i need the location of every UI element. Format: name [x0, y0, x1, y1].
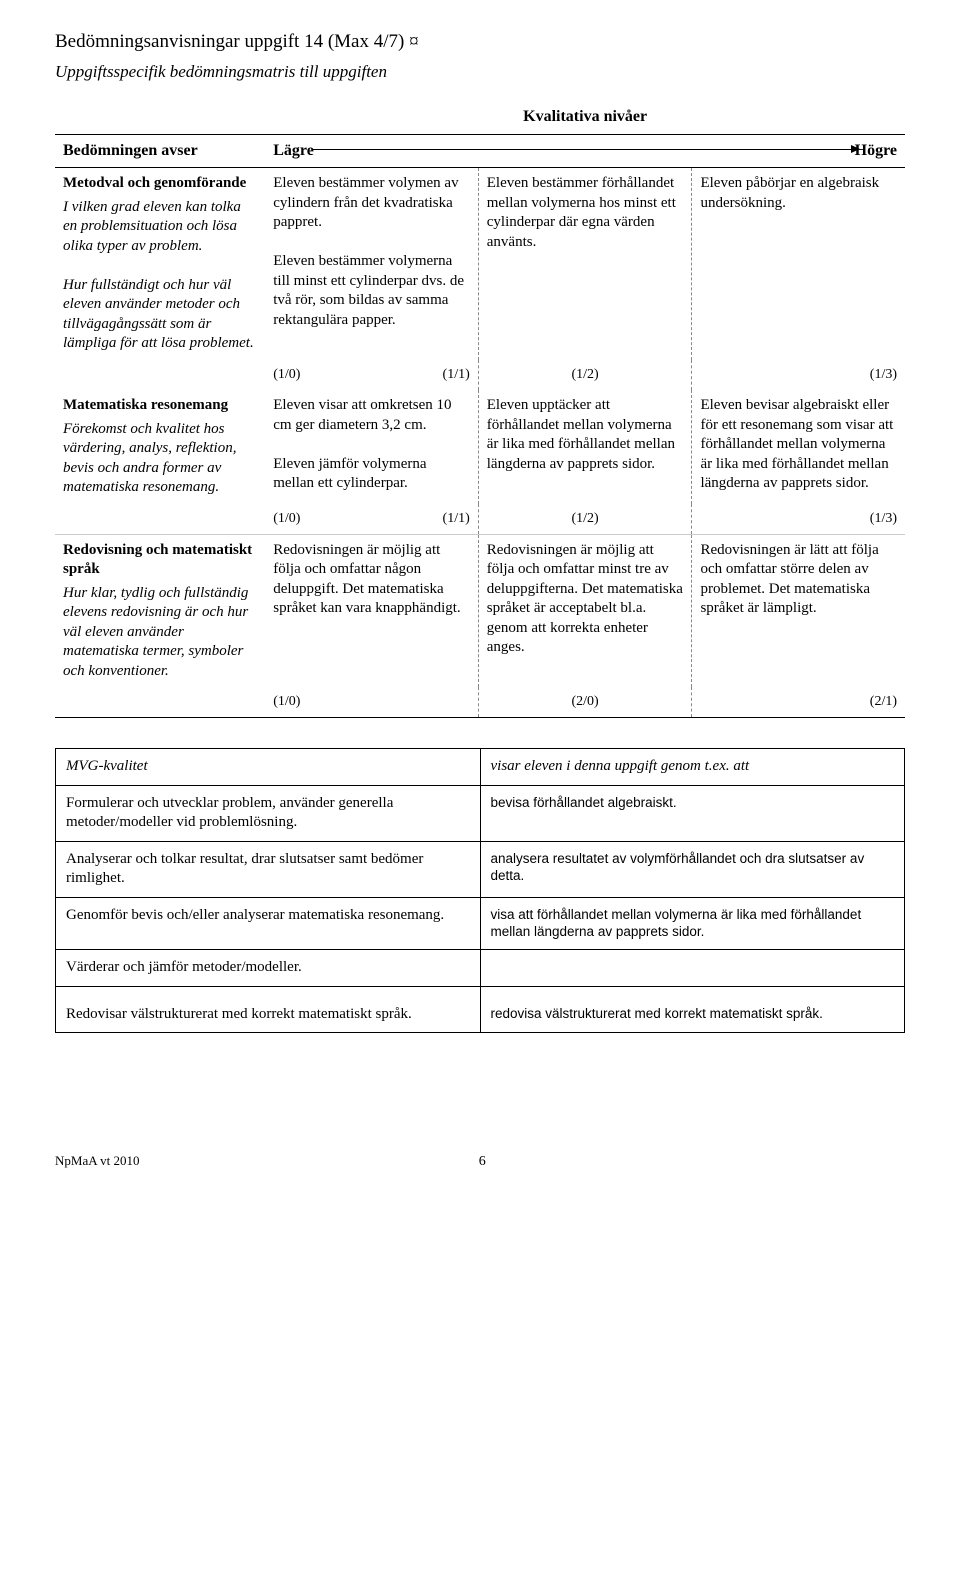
level-cell: Eleven bevisar algebraiskt eller för ett…: [692, 390, 905, 504]
mvg-right: bevisa förhållandet algebraiskt.: [480, 785, 905, 841]
score-row: (1/0) (2/0) (2/1): [55, 687, 905, 718]
page-footer: NpMaA vt 2010 6: [55, 1153, 905, 1171]
mvg-row: Redovisar välstrukturerat med korrekt ma…: [56, 986, 905, 1033]
table-row: Matematiska resonemang Förekomst och kva…: [55, 390, 905, 504]
mvg-table: MVG-kvalitet visar eleven i denna uppgif…: [55, 748, 905, 1033]
page-subtitle: Uppgiftsspecifik bedömningsmatris till u…: [55, 61, 905, 83]
score: (2/0): [478, 687, 692, 718]
row-label: Metodval och genomförande I vilken grad …: [55, 168, 265, 360]
mvg-right: redovisa välstrukturerat med korrekt mat…: [480, 986, 905, 1033]
score: (1/3): [692, 360, 905, 390]
level-cell: Eleven påbörjar en algebraisk undersökni…: [692, 168, 905, 360]
page-title: Bedömningsanvisningar uppgift 14 (Max 4/…: [55, 30, 905, 55]
score: (1/0): [273, 366, 300, 384]
level-cell: Redovisningen är möjlig att följa och om…: [478, 534, 692, 687]
mvg-left: Redovisar välstrukturerat med korrekt ma…: [56, 986, 481, 1033]
score: (1/1): [443, 366, 470, 384]
mvg-left: Genomför bevis och/eller analyserar mate…: [56, 897, 481, 949]
mvg-row: Formulerar och utvecklar problem, använd…: [56, 785, 905, 841]
qualitative-heading: Kvalitativa nivåer: [265, 101, 905, 134]
score-row: (1/0) (1/1) (1/2) (1/3): [55, 360, 905, 390]
footer-left: NpMaA vt 2010: [55, 1153, 140, 1170]
mvg-right: [480, 950, 905, 987]
mvg-left: Formulerar och utvecklar problem, använd…: [56, 785, 481, 841]
score: (1/2): [478, 360, 692, 390]
score: (2/1): [692, 687, 905, 718]
level-cell: Redovisningen är lätt att följa och omfa…: [692, 534, 905, 687]
level-cell: Eleven bestämmer förhållandet mellan vol…: [478, 168, 692, 360]
page: Bedömningsanvisningar uppgift 14 (Max 4/…: [0, 0, 960, 1201]
rubric-table: Kvalitativa nivåer Bedömningen avser Läg…: [55, 101, 905, 719]
arrow-cell: [478, 134, 692, 168]
score-row: (1/0) (1/1) (1/2) (1/3): [55, 504, 905, 535]
mvg-right-header: visar eleven i denna uppgift genom t.ex.…: [480, 749, 905, 786]
arrow-line: [313, 149, 852, 150]
mvg-left-header: MVG-kvalitet: [56, 749, 481, 786]
score: (1/3): [692, 504, 905, 535]
level-cell: Eleven visar att omkretsen 10 cm ger dia…: [265, 390, 478, 504]
mvg-row: Genomför bevis och/eller analyserar mate…: [56, 897, 905, 949]
level-cell: Redovisningen är möjlig att följa och om…: [265, 534, 478, 687]
score: (1/0): [273, 693, 300, 711]
table-row: Redovisning och matematiskt språk Hur kl…: [55, 534, 905, 687]
row-label: Redovisning och matematiskt språk Hur kl…: [55, 534, 265, 687]
lower-label-cell: Lägre: [265, 134, 478, 168]
mvg-left: Analyserar och tolkar resultat, drar slu…: [56, 841, 481, 897]
level-cell: Eleven upptäcker att förhållandet mellan…: [478, 390, 692, 504]
footer-page-number: 6: [140, 1153, 826, 1171]
mvg-row: Värderar och jämför metoder/modeller.: [56, 950, 905, 987]
qualitative-row: Kvalitativa nivåer: [55, 101, 905, 134]
score: (1/2): [478, 504, 692, 535]
scale-header-row: Bedömningen avser Lägre Högre: [55, 134, 905, 168]
higher-label-cell: Högre: [692, 134, 905, 168]
score: (1/1): [443, 510, 470, 528]
mvg-header-row: MVG-kvalitet visar eleven i denna uppgif…: [56, 749, 905, 786]
level-cell: Eleven bestämmer volymen av cylindern fr…: [265, 168, 478, 360]
table-row: Metodval och genomförande I vilken grad …: [55, 168, 905, 360]
row-label: Matematiska resonemang Förekomst och kva…: [55, 390, 265, 504]
mvg-row: Analyserar och tolkar resultat, drar slu…: [56, 841, 905, 897]
mvg-right: visa att förhållandet mellan volymerna ä…: [480, 897, 905, 949]
mvg-left: Värderar och jämför metoder/modeller.: [56, 950, 481, 987]
assessment-label: Bedömningen avser: [55, 134, 265, 168]
score: (1/0): [273, 510, 300, 528]
arrow-head-icon: [851, 145, 860, 153]
mvg-right: analysera resultatet av volymförhållande…: [480, 841, 905, 897]
